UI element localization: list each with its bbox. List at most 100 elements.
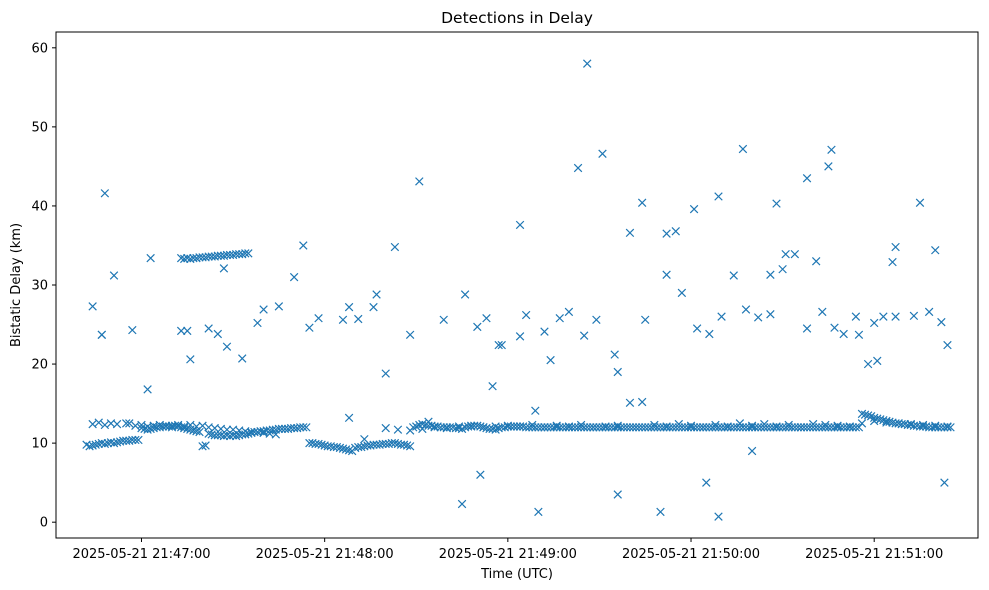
data-point <box>302 423 311 432</box>
data-point <box>186 420 195 430</box>
data-point <box>247 427 256 437</box>
data-point <box>802 174 812 183</box>
data-point <box>378 439 387 449</box>
data-point <box>705 329 714 339</box>
data-point <box>628 423 638 432</box>
x-tick-label: 2025-05-21 21:47:00 <box>72 547 210 562</box>
data-point <box>824 162 833 171</box>
data-point <box>802 324 812 333</box>
data-point <box>167 423 177 432</box>
data-point <box>274 302 284 311</box>
x-tick-label: 2025-05-21 21:48:00 <box>256 547 394 562</box>
data-point <box>738 423 748 432</box>
data-point <box>103 438 113 448</box>
data-point <box>204 252 213 261</box>
data-point <box>473 421 482 430</box>
data-point <box>100 189 110 198</box>
data-point <box>131 435 140 445</box>
data-point <box>466 421 476 430</box>
data-point <box>85 442 94 451</box>
data-point <box>491 422 500 431</box>
y-tick-label: 10 <box>31 437 48 452</box>
data-point <box>592 423 601 432</box>
data-point <box>183 326 192 336</box>
data-point <box>821 420 830 430</box>
data-point <box>94 439 103 449</box>
data-point <box>439 315 448 325</box>
data-point <box>790 423 800 432</box>
data-point <box>100 420 110 430</box>
data-point <box>204 324 213 333</box>
data-point <box>137 423 146 433</box>
data-point <box>741 423 751 432</box>
data-point <box>186 355 195 364</box>
data-point <box>610 350 619 359</box>
data-point <box>305 323 314 332</box>
data-point <box>918 420 928 430</box>
data-point <box>289 272 299 282</box>
data-point <box>274 424 284 434</box>
data-point <box>622 423 632 432</box>
data-point <box>677 288 687 298</box>
data-point <box>94 418 103 427</box>
data-point <box>381 423 390 433</box>
data-point <box>931 423 940 432</box>
data-point <box>699 423 708 432</box>
data-point <box>671 227 680 236</box>
data-point <box>631 423 641 432</box>
data-point <box>576 423 586 432</box>
data-point <box>634 423 644 432</box>
data-point <box>692 324 702 333</box>
data-point <box>650 423 659 432</box>
data-point <box>299 423 308 432</box>
data-point <box>714 512 723 521</box>
data-point <box>564 307 574 317</box>
data-point <box>222 250 232 260</box>
data-point <box>143 425 152 434</box>
data-point <box>863 359 873 369</box>
data-point <box>512 422 522 431</box>
data-point <box>592 315 601 325</box>
data-point <box>460 290 470 299</box>
data-point <box>100 439 110 449</box>
data-point <box>937 317 946 327</box>
data-point <box>112 438 122 447</box>
data-point <box>662 270 671 279</box>
data-point <box>540 327 549 336</box>
data-point <box>723 422 732 431</box>
data-point <box>540 423 549 432</box>
data-point <box>109 438 119 448</box>
data-point <box>747 421 757 430</box>
data-point <box>369 302 378 312</box>
data-point <box>784 420 793 430</box>
data-point <box>625 228 635 238</box>
data-point <box>473 322 482 332</box>
data-point <box>674 423 684 432</box>
x-tick-label: 2025-05-21 21:51:00 <box>805 547 943 562</box>
data-point <box>479 423 488 432</box>
data-point <box>402 441 412 450</box>
data-point <box>882 416 891 426</box>
data-point <box>390 438 400 448</box>
data-points <box>82 59 955 521</box>
data-point <box>546 355 555 365</box>
data-point <box>299 241 308 250</box>
data-point <box>860 410 870 419</box>
data-point <box>482 313 491 323</box>
data-point <box>705 423 714 432</box>
data-point <box>717 312 726 321</box>
data-point <box>106 438 116 447</box>
data-point <box>219 431 229 441</box>
data-point <box>225 431 235 441</box>
data-point <box>882 418 891 427</box>
data-point <box>579 331 589 340</box>
plot-area <box>56 32 978 538</box>
data-point <box>125 419 134 428</box>
data-point <box>173 420 183 430</box>
data-point <box>943 340 952 350</box>
data-point <box>662 422 671 431</box>
data-point <box>146 253 155 263</box>
data-point <box>555 313 564 323</box>
data-point <box>909 311 919 321</box>
data-point <box>760 419 769 429</box>
